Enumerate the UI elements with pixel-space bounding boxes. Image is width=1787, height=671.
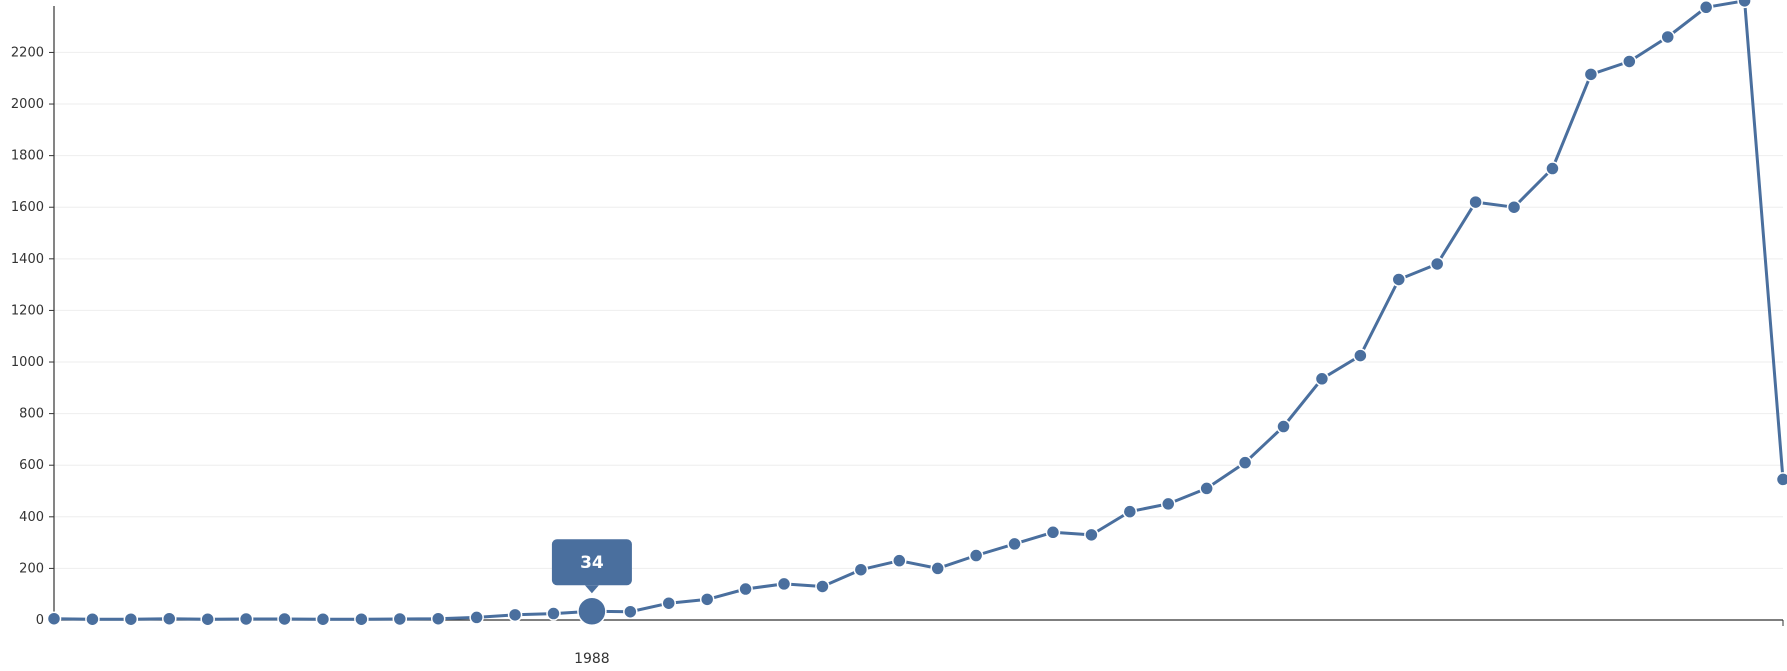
data-point[interactable]	[1046, 526, 1059, 539]
data-point[interactable]	[1085, 528, 1098, 541]
x-axis: 1988	[54, 620, 1783, 667]
data-point[interactable]	[1277, 420, 1290, 433]
data-point[interactable]	[1508, 201, 1521, 214]
data-point[interactable]	[778, 577, 791, 590]
data-point[interactable]	[1315, 372, 1328, 385]
tooltip-value: 34	[580, 553, 604, 573]
data-point[interactable]	[1123, 505, 1136, 518]
data-point[interactable]	[1546, 162, 1559, 175]
data-point[interactable]	[931, 562, 944, 575]
data-point[interactable]	[624, 605, 637, 618]
data-points[interactable]	[48, 0, 1787, 626]
data-point[interactable]	[970, 549, 983, 562]
data-point[interactable]	[1700, 1, 1713, 14]
data-point[interactable]	[739, 583, 752, 596]
data-point[interactable]	[509, 608, 522, 621]
data-point[interactable]	[1777, 473, 1787, 486]
data-point[interactable]	[1200, 482, 1213, 495]
data-point[interactable]	[48, 612, 61, 625]
data-point[interactable]	[662, 597, 675, 610]
grid-lines	[54, 52, 1783, 568]
data-point[interactable]	[240, 612, 253, 625]
data-point[interactable]	[1469, 196, 1482, 209]
y-axis: 0 200 400 600 800 1000 1200 1400 1600 1800 2000 220…	[11, 6, 54, 628]
data-point[interactable]	[893, 554, 906, 567]
y-tick-label: 1800	[11, 149, 44, 164]
data-point[interactable]	[816, 580, 829, 593]
y-tick-label: 1600	[11, 200, 44, 215]
data-point[interactable]	[854, 563, 867, 576]
y-tick-label: 600	[19, 458, 44, 473]
tooltip-pointer	[585, 585, 599, 593]
data-point[interactable]	[1738, 0, 1751, 7]
data-tooltip: 34	[552, 539, 632, 593]
data-point[interactable]	[86, 613, 99, 626]
data-point[interactable]	[547, 607, 560, 620]
y-tick-label: 400	[19, 510, 44, 525]
data-point[interactable]	[355, 613, 368, 626]
data-point[interactable]	[163, 612, 176, 625]
y-tick-label: 1400	[11, 252, 44, 267]
data-point[interactable]	[1584, 68, 1597, 81]
data-point[interactable]	[1354, 349, 1367, 362]
data-point[interactable]	[201, 613, 214, 626]
data-point[interactable]	[124, 613, 137, 626]
y-tick-label: 1000	[11, 355, 44, 370]
y-tick-label: 0	[36, 613, 44, 628]
data-point[interactable]	[1239, 456, 1252, 469]
y-tick-label: 800	[19, 407, 44, 422]
data-point[interactable]	[701, 593, 714, 606]
data-point[interactable]	[1623, 55, 1636, 68]
highlighted-data-point[interactable]	[578, 597, 606, 625]
data-point[interactable]	[1162, 497, 1175, 510]
y-tick-label: 200	[19, 561, 44, 576]
data-point[interactable]	[1431, 257, 1444, 270]
data-point[interactable]	[1392, 273, 1405, 286]
data-point[interactable]	[470, 611, 483, 624]
y-tick-label: 1200	[11, 303, 44, 318]
data-point[interactable]	[393, 612, 406, 625]
data-point[interactable]	[1008, 537, 1021, 550]
data-point[interactable]	[278, 612, 291, 625]
data-point[interactable]	[432, 612, 445, 625]
x-tick-label: 1988	[574, 651, 610, 667]
data-point[interactable]	[316, 613, 329, 626]
y-tick-label: 2200	[11, 45, 44, 60]
data-point[interactable]	[1661, 30, 1674, 43]
y-tick-label: 2000	[11, 97, 44, 112]
